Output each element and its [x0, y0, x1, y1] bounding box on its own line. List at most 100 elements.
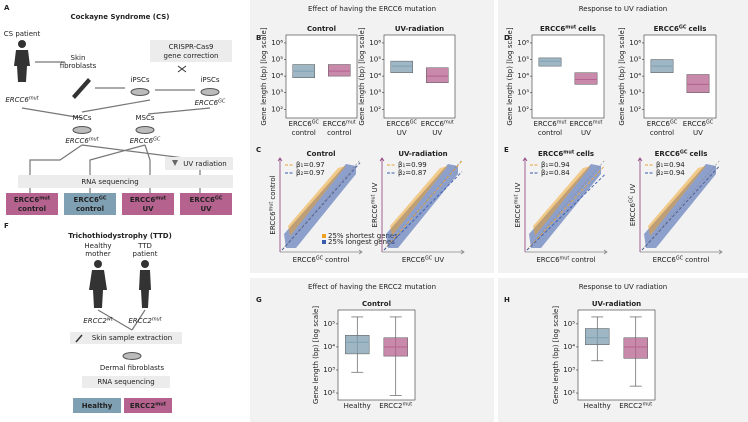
y-tick-label: 10⁴: [629, 72, 641, 80]
y-tick-label: 10²: [369, 105, 381, 113]
label-base: ERCC6: [538, 150, 563, 158]
label: fibroblasts: [60, 62, 97, 70]
label-base: ERCC6: [269, 211, 277, 235]
x-tick-label: Healthy: [584, 402, 611, 410]
x-tick-label-suffix: control: [327, 129, 351, 137]
label-suffix: control: [685, 256, 709, 264]
y-axis: [277, 157, 283, 252]
y-axis: [637, 157, 643, 252]
label-base: ERCC6: [130, 137, 154, 145]
x-tick-label: ERCC6GC: [289, 119, 320, 128]
label-base: UV-radiation: [398, 150, 447, 158]
label-base: ERCC6: [402, 256, 426, 264]
label-base: UV-radiation: [395, 25, 444, 33]
label-sup: GC: [706, 119, 714, 125]
y-tick-label: 10²: [563, 389, 575, 397]
label-sup: GC: [410, 119, 418, 125]
y-tick-label: 10²: [323, 389, 335, 397]
group-label: ERCC6mut: [130, 195, 167, 204]
label-base: ERCC6: [629, 202, 637, 226]
x-axis: [382, 249, 465, 255]
label-base: ERCC2: [379, 402, 402, 410]
label-sup: GC: [628, 195, 634, 203]
x-axis-label: ERCC6mut control: [536, 255, 595, 264]
label-base: ERCC6: [65, 137, 89, 145]
group-label: ERCC2mut: [130, 401, 167, 410]
x-tick-label: ERCC6mut: [570, 119, 603, 128]
label-suffix: UV: [629, 184, 637, 194]
plot-title: Control: [307, 25, 336, 33]
legend-label: β₁=0.99: [398, 161, 427, 169]
label: MSCs: [135, 114, 154, 122]
label-sup: mut: [268, 202, 274, 212]
label-base: ERCC6: [683, 120, 707, 128]
label-base: UV-radiation: [592, 300, 641, 308]
y-tick-label: 10⁵: [271, 56, 283, 64]
x-tick-label: ERCC6GC: [647, 119, 678, 128]
group-box: [180, 193, 232, 215]
panel-letter: G: [256, 296, 262, 304]
y-tick-label: 10⁶: [517, 39, 529, 47]
y-axis-label: ERCC6mut UV: [513, 182, 522, 227]
y-tick-label: 10⁵: [517, 56, 529, 64]
uv-box: [165, 157, 233, 170]
x-axis: [640, 249, 723, 255]
section-header: Effect of having the ERCC2 mutation: [308, 283, 436, 291]
fit-line: [281, 162, 361, 251]
label-sup: mut: [642, 401, 652, 407]
x-tick-label: ERCC2mut: [619, 401, 652, 410]
y-tick-label: 10⁴: [323, 343, 335, 351]
label-sup: mut: [593, 119, 603, 125]
y-tick-label: 10⁵: [323, 320, 335, 328]
y-tick-label: 10³: [369, 89, 381, 97]
y-axis-label: Gene length (bp) [log scale]: [506, 27, 514, 125]
y-axis-label: ERCC6mut UV: [370, 182, 379, 227]
label: TTD: [137, 242, 152, 250]
label: Healthy: [84, 242, 111, 250]
y-axis: [522, 157, 528, 252]
plot-title: UV-radiation: [398, 150, 447, 158]
fit-line: [526, 174, 606, 251]
y-tick-label: 10⁴: [369, 72, 381, 80]
y-tick-label: 10²: [271, 105, 283, 113]
label-base: ERCC6: [655, 150, 680, 158]
group-box: [73, 398, 121, 413]
label-sup: mut: [155, 195, 167, 201]
label-base: ERCC6: [387, 120, 411, 128]
x-axis-label: ERCC6GC control: [653, 255, 710, 264]
x-axis-label: ERCC6GC UV: [402, 255, 445, 264]
x-tick-label: ERCC6mut: [323, 119, 356, 128]
box: [390, 60, 414, 73]
label-sup: GC: [425, 255, 433, 261]
label-sup: mut: [370, 194, 376, 204]
label-sup: mut: [39, 195, 51, 201]
point-cloud: [288, 166, 346, 236]
label: CS patient: [4, 30, 41, 38]
label: RNA sequencing: [97, 378, 154, 386]
label-base: ERCC6: [371, 204, 379, 228]
y-axis-label: Gene length (bp) [log scale]: [618, 27, 626, 125]
label-sup: GC: [679, 24, 687, 30]
label: iPSCs: [200, 76, 219, 84]
label: CRISPR-Cas9: [169, 43, 214, 51]
group-label: ERCC6mut: [14, 195, 51, 204]
plot-title: Control: [307, 150, 336, 158]
label-base: ERCC6: [534, 120, 558, 128]
x-tick-label: ERCC6GC: [387, 119, 418, 128]
y-tick-label: 10⁶: [369, 39, 381, 47]
y-axis-label: Gene length (bp) [log scale]: [260, 27, 268, 125]
section-title: Cockayne Syndrome (CS): [70, 13, 169, 21]
section-title: Trichothiodystrophy (TTD): [68, 232, 172, 240]
label-sup: GC: [680, 149, 688, 155]
panel-letter: H: [504, 296, 510, 304]
group-box: [122, 193, 174, 215]
legend-label: β₂=0.97: [296, 169, 325, 177]
y-axis-label: Gene length (bp) [log scale]: [358, 27, 366, 125]
label-base: ERCC6: [289, 120, 313, 128]
plot-title: UV-radiation: [592, 300, 641, 308]
label-sup: GC: [676, 255, 684, 261]
plot-title: ERCC6mut cells: [540, 24, 596, 33]
y-tick-label: 10³: [563, 366, 575, 374]
label-base: Control: [307, 150, 336, 158]
x-tick-label-suffix: control: [650, 129, 674, 137]
